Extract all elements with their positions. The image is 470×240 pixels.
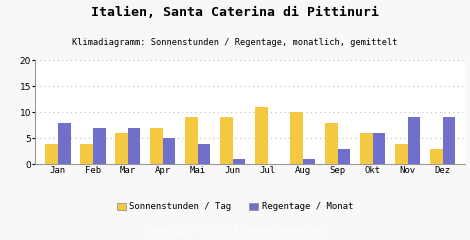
Bar	[407, 117, 420, 164]
Bar	[430, 149, 443, 164]
Bar	[360, 133, 373, 164]
Bar	[150, 128, 163, 164]
Bar	[325, 123, 337, 164]
Bar	[163, 138, 175, 164]
Bar	[255, 107, 268, 164]
Bar	[58, 123, 70, 164]
Bar	[395, 144, 407, 164]
Bar	[373, 133, 385, 164]
Bar	[443, 117, 455, 164]
Bar	[185, 117, 198, 164]
Bar	[233, 159, 245, 164]
Bar	[80, 144, 93, 164]
Legend: Sonnenstunden / Tag, Regentage / Monat: Sonnenstunden / Tag, Regentage / Monat	[117, 203, 353, 211]
Text: Italien, Santa Caterina di Pittinuri: Italien, Santa Caterina di Pittinuri	[91, 6, 379, 19]
Bar	[303, 159, 315, 164]
Bar	[290, 112, 303, 164]
Bar	[128, 128, 141, 164]
Bar	[46, 144, 58, 164]
Bar	[337, 149, 350, 164]
Text: Copyright (C) 2010 sonnenlaender.de: Copyright (C) 2010 sonnenlaender.de	[148, 226, 322, 235]
Bar	[198, 144, 211, 164]
Bar	[220, 117, 233, 164]
Text: Klimadiagramm: Sonnenstunden / Regentage, monatlich, gemittelt: Klimadiagramm: Sonnenstunden / Regentage…	[72, 38, 398, 48]
Bar	[93, 128, 106, 164]
Bar	[115, 133, 128, 164]
